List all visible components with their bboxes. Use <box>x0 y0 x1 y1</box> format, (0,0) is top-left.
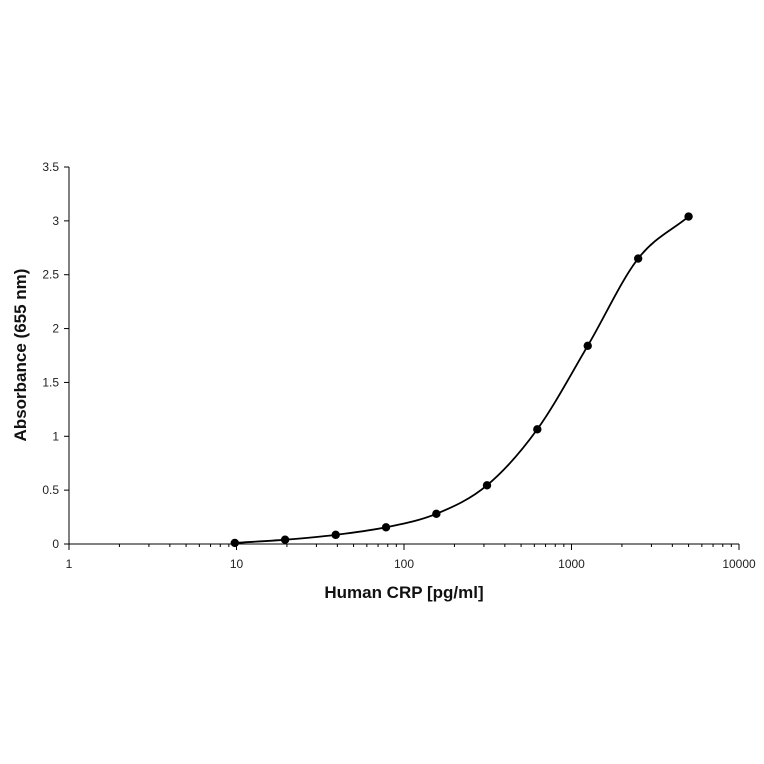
data-point <box>583 341 592 351</box>
y-tick-label: 3 <box>52 214 59 228</box>
y-tick-label: 1.5 <box>42 375 59 389</box>
x-tick-label: 1000 <box>558 557 585 571</box>
x-tick-label: 10000 <box>722 557 756 571</box>
y-tick-label: 1 <box>52 429 59 443</box>
y-axis-ticks: 0 0.5 1 1.5 2 2.5 3 3.5 <box>42 160 69 551</box>
data-points <box>230 212 693 548</box>
y-tick-label: 0 <box>52 537 59 551</box>
y-tick-label: 2.5 <box>42 268 59 282</box>
x-tick-label: 100 <box>394 557 414 571</box>
data-point <box>533 425 542 434</box>
data-point <box>230 538 240 548</box>
data-point <box>432 509 441 519</box>
fit-curve-line <box>234 215 690 544</box>
x-tick-label: 1 <box>66 557 73 571</box>
y-axis-title: Absorbance (655 nm) <box>11 269 30 442</box>
x-axis-ticks: 1 10 100 1000 10000 <box>66 544 756 571</box>
data-point <box>331 530 340 540</box>
y-tick-label: 0.5 <box>42 483 59 497</box>
data-point <box>482 481 492 490</box>
data-point <box>633 254 643 263</box>
y-tick-label: 3.5 <box>42 160 59 174</box>
data-point <box>381 523 391 532</box>
x-tick-label: 10 <box>230 557 244 571</box>
x-axis-title: Human CRP [pg/ml] <box>324 583 483 602</box>
y-tick-label: 2 <box>52 322 59 336</box>
data-point <box>280 535 290 544</box>
data-point <box>684 212 693 221</box>
